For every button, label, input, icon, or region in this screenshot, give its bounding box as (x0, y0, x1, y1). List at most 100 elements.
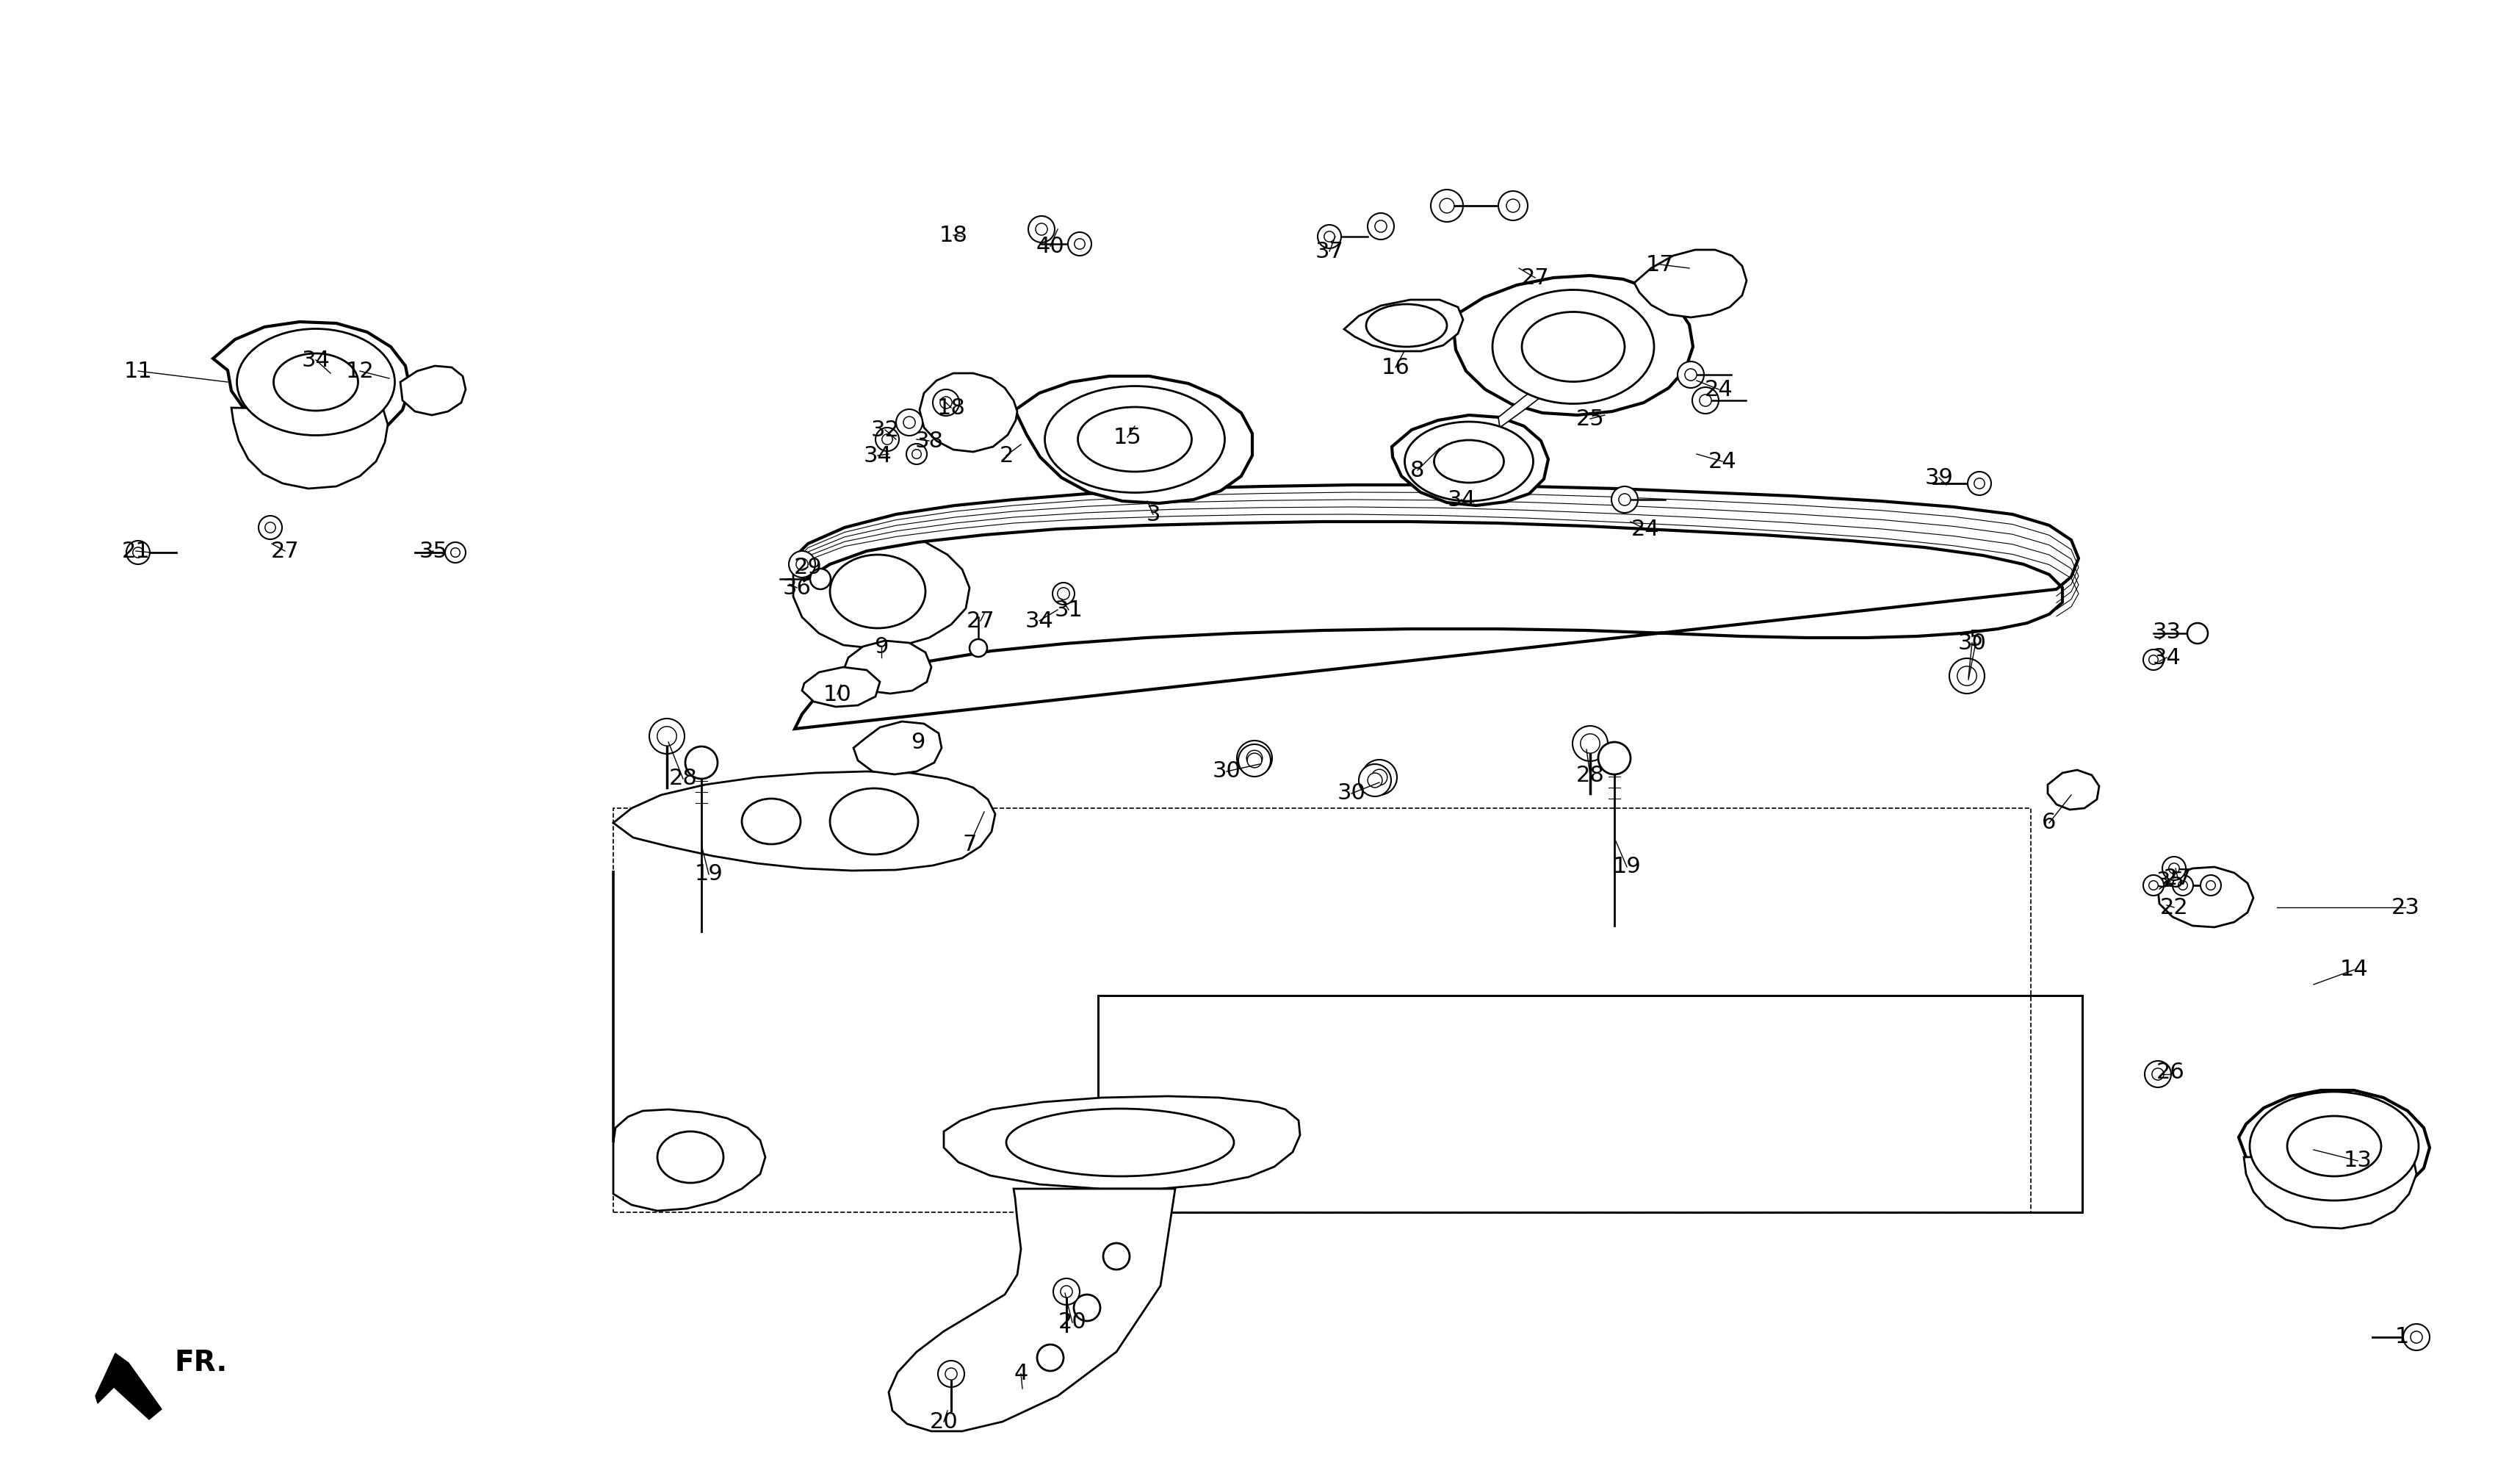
Circle shape (1958, 667, 1976, 686)
Text: 25: 25 (1575, 409, 1605, 429)
Circle shape (1053, 1279, 1079, 1305)
Polygon shape (401, 366, 466, 415)
Polygon shape (945, 1096, 1300, 1188)
Circle shape (1572, 725, 1608, 762)
Polygon shape (2157, 867, 2253, 927)
Circle shape (1058, 587, 1068, 599)
Text: 2: 2 (998, 445, 1013, 466)
Text: 35: 35 (2157, 872, 2185, 892)
Polygon shape (920, 374, 1018, 451)
Polygon shape (1633, 251, 1746, 318)
Ellipse shape (237, 328, 396, 435)
Text: 30: 30 (1212, 760, 1240, 782)
Text: 11: 11 (123, 360, 151, 382)
Text: 34: 34 (1446, 489, 1477, 510)
Text: 40: 40 (1036, 236, 1063, 256)
Polygon shape (2238, 1090, 2429, 1201)
Circle shape (1038, 1345, 1063, 1371)
Text: 34: 34 (864, 445, 892, 466)
Ellipse shape (658, 1131, 723, 1182)
Ellipse shape (1492, 290, 1653, 404)
Text: 13: 13 (2344, 1150, 2371, 1172)
Text: 30: 30 (1958, 633, 1986, 653)
Circle shape (1499, 190, 1527, 220)
Circle shape (446, 542, 466, 563)
Circle shape (970, 639, 988, 656)
Circle shape (932, 390, 960, 416)
Circle shape (2150, 880, 2157, 889)
Circle shape (1371, 769, 1389, 785)
Text: 1: 1 (2394, 1326, 2409, 1348)
Text: 27: 27 (1522, 267, 1550, 289)
Circle shape (1104, 1244, 1129, 1270)
Text: 20: 20 (930, 1411, 958, 1433)
Circle shape (685, 747, 718, 779)
Circle shape (2170, 863, 2180, 873)
Circle shape (1698, 394, 1711, 406)
Polygon shape (854, 721, 942, 775)
Text: 34: 34 (1026, 609, 1053, 631)
Ellipse shape (1079, 407, 1192, 472)
Text: 34: 34 (2152, 648, 2180, 668)
Text: 8: 8 (1411, 460, 1424, 481)
Circle shape (902, 416, 915, 428)
Circle shape (1074, 1295, 1101, 1321)
Circle shape (1618, 494, 1630, 505)
Text: 27: 27 (965, 609, 995, 631)
Circle shape (2162, 857, 2185, 880)
Ellipse shape (2288, 1116, 2381, 1176)
Polygon shape (96, 1354, 161, 1420)
Circle shape (126, 541, 149, 564)
Text: 35: 35 (418, 541, 449, 561)
Text: 31: 31 (1053, 599, 1084, 621)
Polygon shape (1099, 996, 2082, 1212)
Text: 24: 24 (1630, 519, 1661, 539)
Circle shape (945, 1368, 958, 1380)
Circle shape (796, 558, 809, 570)
Text: 22: 22 (2160, 897, 2187, 919)
Circle shape (1598, 743, 1630, 775)
Circle shape (1973, 478, 1986, 489)
Circle shape (2142, 875, 2165, 895)
Circle shape (2187, 623, 2208, 643)
Circle shape (2152, 1068, 2165, 1080)
Text: 33: 33 (2152, 621, 2180, 643)
Text: 29: 29 (794, 557, 822, 577)
Bar (612, 809, 2031, 1212)
Circle shape (2404, 1324, 2429, 1351)
Circle shape (882, 434, 892, 445)
Circle shape (1580, 734, 1600, 753)
Polygon shape (890, 1188, 1174, 1431)
Polygon shape (2049, 771, 2099, 810)
Ellipse shape (829, 555, 925, 628)
Circle shape (1053, 583, 1074, 605)
Circle shape (907, 444, 927, 464)
Polygon shape (1016, 377, 1252, 504)
Circle shape (1686, 369, 1696, 381)
Text: 32: 32 (872, 419, 900, 441)
Circle shape (265, 522, 275, 533)
Ellipse shape (741, 798, 801, 844)
Circle shape (1678, 362, 1704, 388)
Circle shape (1358, 765, 1391, 797)
Circle shape (1028, 215, 1056, 242)
Circle shape (451, 548, 461, 557)
Text: 19: 19 (1613, 857, 1641, 878)
Text: 6: 6 (2041, 812, 2056, 834)
Circle shape (1068, 231, 1091, 256)
Text: 36: 36 (784, 577, 811, 598)
Circle shape (1323, 231, 1336, 242)
Circle shape (897, 409, 922, 435)
Ellipse shape (1366, 305, 1446, 347)
Ellipse shape (1434, 439, 1504, 482)
Circle shape (1036, 223, 1048, 236)
Circle shape (2150, 655, 2157, 665)
Polygon shape (1391, 415, 1547, 505)
Text: 17: 17 (1646, 253, 1673, 275)
Ellipse shape (1404, 422, 1532, 501)
Text: 27: 27 (2165, 867, 2192, 889)
Circle shape (912, 450, 922, 459)
Text: 7: 7 (963, 834, 978, 856)
Circle shape (789, 551, 816, 577)
Circle shape (2200, 875, 2220, 895)
